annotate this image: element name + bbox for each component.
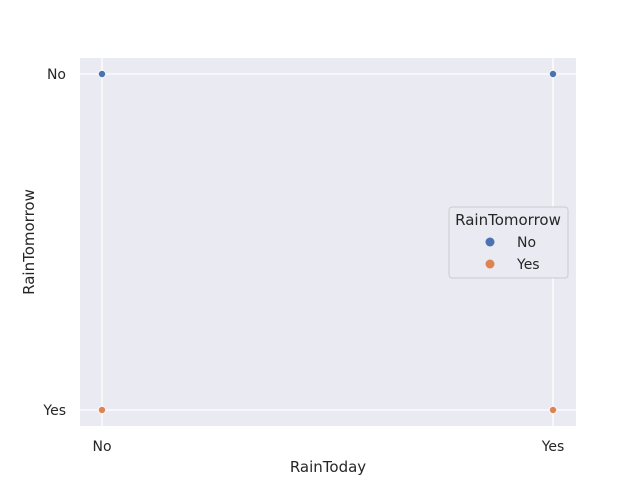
y-tick-label: Yes — [42, 403, 66, 419]
x-tick-label: No — [92, 439, 111, 455]
y-axis-label: RainTomorrow — [20, 189, 38, 295]
legend-label-yes: Yes — [516, 257, 540, 273]
y-tick-label: No — [47, 67, 66, 83]
legend-marker-yes — [485, 259, 495, 269]
legend-label-no: No — [517, 235, 536, 251]
legend-box — [448, 206, 569, 279]
data-points — [98, 70, 557, 414]
data-point-yes — [549, 406, 557, 414]
data-point-no — [98, 70, 106, 78]
tick-labels: No Yes No Yes — [42, 67, 564, 455]
legend: RainTomorrow No Yes — [448, 206, 569, 279]
data-point-yes — [98, 406, 106, 414]
legend-marker-no — [485, 237, 495, 247]
legend-title: RainTomorrow — [455, 211, 561, 229]
x-axis-label: RainToday — [290, 458, 366, 476]
data-point-no — [549, 70, 557, 78]
x-tick-label: Yes — [541, 439, 565, 455]
